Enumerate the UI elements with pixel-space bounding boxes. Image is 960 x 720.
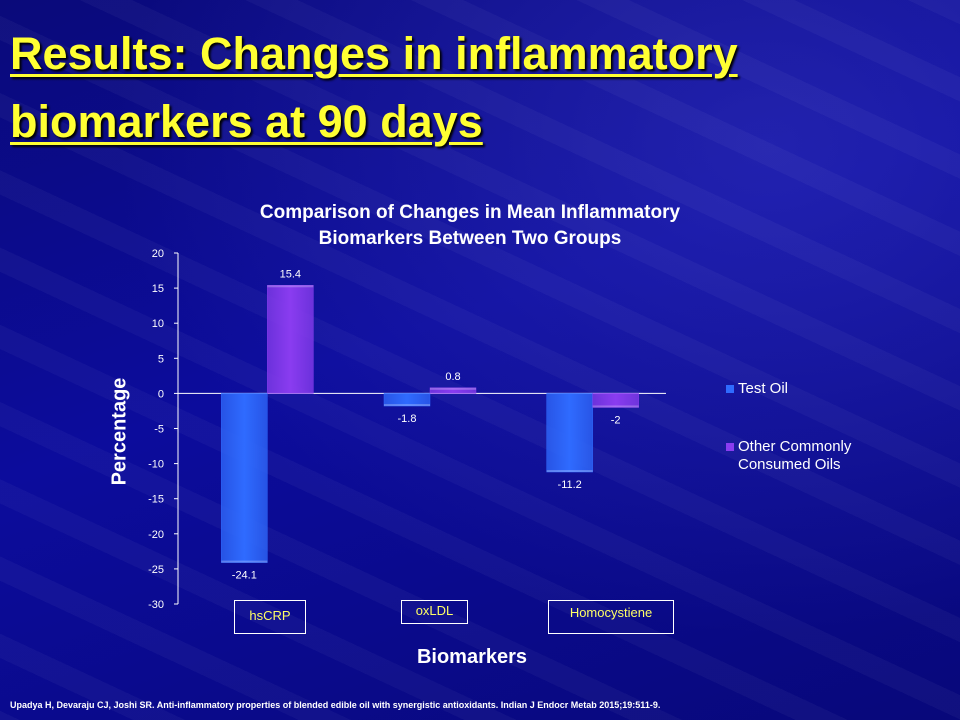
y-axis-label: Percentage: [108, 377, 131, 486]
data-label: -24.1: [232, 570, 257, 582]
legend-swatch-test-oil: [726, 385, 734, 393]
data-label: -1.8: [398, 413, 417, 425]
chart-title-line2: Biomarkers Between Two Groups: [318, 228, 622, 249]
data-label: 0.8: [445, 371, 460, 383]
bar-cap: [430, 387, 476, 390]
bar-cap: [221, 560, 268, 563]
citation: Upadya H, Devaraju CJ, Joshi SR. Anti-in…: [10, 700, 661, 710]
slide-title-line2: biomarkers at 90 days: [10, 96, 483, 147]
y-tick-label: 15: [152, 283, 164, 295]
category-box-oxldl: oxLDL: [401, 600, 468, 624]
y-tick-label: 0: [158, 388, 164, 400]
legend-label-other-oils: Other Commonly Consumed Oils: [738, 438, 852, 473]
legend-label-test-oil: Test Oil: [738, 380, 789, 397]
bar-test-oil-hscrp: [221, 393, 268, 563]
bar-cap: [384, 404, 430, 407]
y-tick-label: -10: [148, 459, 164, 471]
category-box-hscrp: hsCRP: [234, 600, 306, 634]
bar-other-commonly-consumed-oils-homocystiene: [592, 393, 639, 408]
x-axis-label: Biomarkers: [416, 646, 528, 668]
y-tick-label: -20: [148, 529, 164, 541]
bar-other-commonly-consumed-oils-oxldl: [429, 387, 477, 394]
data-label: 15.4: [280, 268, 301, 280]
bar-test-oil-oxldl: [383, 393, 431, 407]
bar-test-oil-homocystiene: [546, 393, 593, 473]
legend-item-other-oils: Other Commonly Consumed Oils: [726, 438, 926, 474]
data-label: -11.2: [558, 479, 582, 491]
slide-title-line1: Results: Changes in inflammatory: [10, 28, 738, 79]
bar-cap: [592, 405, 639, 408]
y-tick-label: -15: [148, 494, 164, 506]
chart-legend: Test Oil Other Commonly Consumed Oils: [726, 380, 926, 514]
y-tick-label: 20: [152, 248, 164, 260]
bar-cap: [546, 470, 593, 473]
y-tick-label: -25: [148, 564, 164, 576]
y-tick-label: 10: [152, 318, 164, 330]
y-tick-label: 5: [158, 353, 164, 365]
category-box-homocystiene: Homocystiene: [548, 600, 674, 634]
legend-item-test-oil: Test Oil: [726, 380, 926, 398]
data-label: -2: [611, 414, 621, 426]
bar-other-commonly-consumed-oils-hscrp: [267, 285, 314, 394]
bar-cap: [267, 285, 314, 288]
y-tick-label: -30: [148, 599, 164, 611]
slide-title: Results: Changes in inflammatory biomark…: [10, 20, 910, 156]
y-tick-label: -5: [154, 424, 164, 436]
legend-swatch-other-oils: [726, 443, 734, 451]
chart-title: Comparison of Changes in Mean Inflammato…: [170, 200, 770, 252]
chart-title-line1: Comparison of Changes in Mean Inflammato…: [259, 202, 681, 223]
